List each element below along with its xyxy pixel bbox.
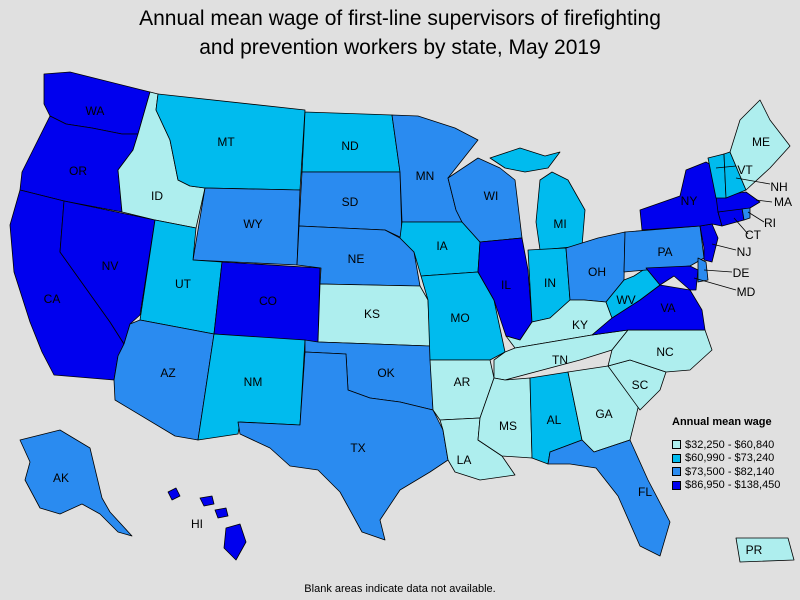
state-label-ks: KS <box>364 307 380 321</box>
legend: Annual mean wage $32,250 - $60,840 $60,99… <box>672 416 780 492</box>
state-label-sd: SD <box>342 195 359 209</box>
state-label-tn: TN <box>552 353 568 367</box>
legend-item: $32,250 - $60,840 <box>672 438 780 452</box>
legend-item: $73,500 - $82,140 <box>672 465 780 479</box>
state-label-ia: IA <box>436 239 447 253</box>
state-label-wy: WY <box>243 217 262 231</box>
leader-de <box>703 269 733 273</box>
state-label-il: IL <box>501 278 511 292</box>
state-label-or: OR <box>69 164 87 178</box>
state-label-in: IN <box>544 276 556 290</box>
state-label-sc: SC <box>632 378 649 392</box>
leader-ri <box>747 211 765 223</box>
state-label-ne: NE <box>348 252 365 266</box>
state-fl[interactable] <box>547 439 671 557</box>
state-label-wv: WV <box>616 293 635 307</box>
leader-nh <box>735 177 771 185</box>
leader-md <box>693 277 737 291</box>
state-label-md: MD <box>737 285 756 299</box>
legend-title: Annual mean wage <box>672 416 772 428</box>
state-label-va: VA <box>660 301 675 315</box>
state-label-vt: VT <box>737 163 753 177</box>
state-label-co: CO <box>259 294 277 308</box>
state-label-ms: MS <box>499 419 517 433</box>
state-label-de: DE <box>733 266 750 280</box>
title-line-1: Annual mean wage of first-line superviso… <box>139 7 661 30</box>
state-hi-island-1[interactable] <box>167 487 181 501</box>
leader-ct <box>733 217 749 235</box>
territory-pr[interactable] <box>735 537 795 563</box>
state-label-tx: TX <box>350 441 365 455</box>
state-label-id: ID <box>151 189 163 203</box>
legend-swatch <box>672 453 681 463</box>
state-tx[interactable] <box>237 351 449 541</box>
state-label-nj: NJ <box>737 245 752 259</box>
state-label-mo: MO <box>450 311 469 325</box>
state-label-wi: WI <box>484 189 499 203</box>
state-label-mt: MT <box>217 135 235 149</box>
state-mi[interactable] <box>535 171 586 251</box>
state-label-nh: NH <box>770 180 787 194</box>
legend-item: $86,950 - $138,450 <box>672 479 780 493</box>
state-mi-upper[interactable] <box>489 147 561 173</box>
state-label-az: AZ <box>160 366 175 380</box>
legend-label: $60,990 - $73,240 <box>685 452 775 465</box>
state-label-nd: ND <box>341 139 359 153</box>
state-mt[interactable] <box>155 93 306 191</box>
state-label-mi: MI <box>553 217 566 231</box>
legend-swatch <box>672 467 681 477</box>
state-label-al: AL <box>547 413 562 427</box>
state-label-oh: OH <box>588 265 606 279</box>
state-sd[interactable] <box>298 171 403 239</box>
state-label-ut: UT <box>175 277 192 291</box>
state-label-ga: GA <box>595 407 612 421</box>
state-label-nm: NM <box>244 375 263 389</box>
state-label-nc: NC <box>656 345 674 359</box>
leader-vt <box>715 165 737 169</box>
leader-nj <box>711 243 737 251</box>
state-label-mn: MN <box>416 169 435 183</box>
legend-swatch <box>672 480 681 490</box>
legend-item: $60,990 - $73,240 <box>672 452 780 466</box>
state-label-ky: KY <box>572 318 588 332</box>
state-label-me: ME <box>752 135 770 149</box>
legend-label: $86,950 - $138,450 <box>685 479 781 492</box>
title-line-2: and prevention workers by state, May 201… <box>199 36 601 59</box>
state-label-pa: PA <box>657 245 672 259</box>
state-label-ar: AR <box>454 375 471 389</box>
state-label-ma: MA <box>774 195 792 209</box>
legend-label: $73,500 - $82,140 <box>685 465 775 478</box>
state-label-fl: FL <box>638 485 652 499</box>
state-label-ri: RI <box>764 216 776 230</box>
state-label-ct: CT <box>745 228 762 242</box>
state-hi-island-3[interactable] <box>214 507 229 519</box>
legend-swatch <box>672 440 681 450</box>
state-me[interactable] <box>729 99 791 191</box>
state-label-nv: NV <box>102 259 119 273</box>
state-label-pr: PR <box>746 543 763 557</box>
state-label-ny: NY <box>681 194 698 208</box>
legend-label: $32,250 - $60,840 <box>685 438 775 451</box>
map-title: Annual mean wage of first-line superviso… <box>0 4 800 62</box>
state-label-la: LA <box>457 453 472 467</box>
state-hi-big-island[interactable] <box>223 523 247 561</box>
state-md[interactable] <box>645 265 699 291</box>
leader-ma <box>755 199 773 203</box>
state-label-wa: WA <box>86 104 105 118</box>
state-de[interactable] <box>697 257 709 283</box>
state-label-hi: HI <box>191 517 203 531</box>
state-label-ak: AK <box>53 471 69 485</box>
state-ak[interactable] <box>19 429 133 537</box>
state-hi-island-2[interactable] <box>199 495 215 507</box>
state-label-ca: CA <box>44 292 61 306</box>
state-label-ok: OK <box>377 366 394 380</box>
footnote: Blank areas indicate data not available. <box>304 583 496 595</box>
